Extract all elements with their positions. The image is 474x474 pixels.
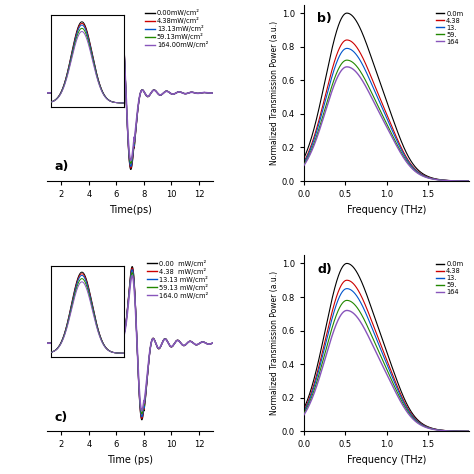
Text: d): d)	[317, 263, 332, 276]
Text: a): a)	[54, 160, 68, 173]
Y-axis label: Normalized Transmission Power (a.u.): Normalized Transmission Power (a.u.)	[270, 21, 279, 165]
Text: b): b)	[317, 12, 332, 26]
Y-axis label: Normalized Transmission Power (a.u.): Normalized Transmission Power (a.u.)	[270, 271, 279, 415]
X-axis label: Frequency (THz): Frequency (THz)	[347, 455, 426, 465]
X-axis label: Frequency (THz): Frequency (THz)	[347, 205, 426, 215]
Legend: 0.0m, 4.38, 13., 59., 164: 0.0m, 4.38, 13., 59., 164	[433, 8, 466, 47]
X-axis label: Time (ps): Time (ps)	[107, 455, 153, 465]
Legend: 0.00mW/cm², 4.38mW/cm², 13.13mW/cm², 59.13mW/cm², 164.00mW/cm²: 0.00mW/cm², 4.38mW/cm², 13.13mW/cm², 59.…	[144, 8, 210, 50]
Legend: 0.00  mW/cm², 4.38  mW/cm², 13.13 mW/cm², 59.13 mW/cm², 164.0 mW/cm²: 0.00 mW/cm², 4.38 mW/cm², 13.13 mW/cm², …	[146, 258, 210, 300]
Text: c): c)	[54, 411, 67, 424]
Legend: 0.0m, 4.38, 13., 59., 164: 0.0m, 4.38, 13., 59., 164	[433, 258, 466, 298]
X-axis label: Time(ps): Time(ps)	[109, 205, 152, 215]
